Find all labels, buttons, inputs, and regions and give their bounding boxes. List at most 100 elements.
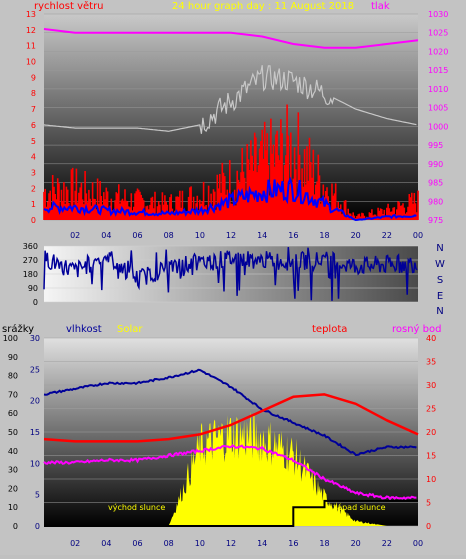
top-left-tick-label: 6	[31, 121, 36, 130]
direction-compass-label: S	[437, 275, 443, 286]
top-x-tick-label: 16	[288, 231, 298, 240]
rain-tick-label: 100	[3, 334, 18, 343]
temperature-tick-label: 0	[426, 522, 431, 531]
top-x-tick-label: 04	[101, 231, 111, 240]
top-left-tick-label: 13	[26, 10, 36, 19]
humidity-tick-label: 5	[35, 491, 40, 500]
wind-gray-line	[43, 65, 417, 134]
humidity-tick-label: 0	[35, 522, 40, 531]
top-left-tick-label: 2	[31, 184, 36, 193]
solar-area	[44, 411, 418, 526]
humidity-line	[43, 368, 417, 457]
bottom-x-tick-label: 22	[382, 539, 392, 548]
top-right-tick-label: 995	[428, 141, 443, 150]
top-right-tick-label: 990	[428, 160, 443, 169]
bottom-x-tick-label: 08	[164, 539, 174, 548]
top-left-tick-label: 4	[31, 153, 36, 162]
mid-left-tick-label: 90	[28, 284, 38, 293]
rain-tick-label: 60	[8, 409, 18, 418]
top-right-tick-label: 1010	[428, 85, 448, 94]
top-x-tick-label: 02	[70, 231, 80, 240]
mid-left-tick-label: 180	[23, 270, 38, 279]
top-right-tick-label: 980	[428, 197, 443, 206]
top-left-tick-label: 12	[26, 26, 36, 35]
rain-tick-label: 0	[13, 522, 18, 531]
sunset-label: západ slunce	[333, 503, 386, 512]
top-x-tick-label: 22	[382, 231, 392, 240]
bottom-x-tick-label: 20	[351, 539, 361, 548]
top-left-tick-label: 10	[26, 58, 36, 67]
pressure-line	[43, 28, 419, 49]
wind-direction-line	[43, 247, 418, 301]
top-x-tick-label: 10	[195, 231, 205, 240]
mid-left-tick-label: 270	[23, 256, 38, 265]
temperature-line	[43, 393, 419, 443]
top-right-tick-label: 1015	[428, 66, 448, 75]
dewpoint-line	[43, 444, 417, 501]
label-dewpoint: rosný bod	[392, 323, 441, 335]
humidity-tick-label: 20	[30, 397, 40, 406]
label-temperature: teplota	[312, 324, 347, 335]
direction-compass-label: W	[435, 259, 445, 270]
top-right-tick-label: 1000	[428, 122, 448, 131]
bottom-x-tick-label: 18	[319, 539, 329, 548]
mid-left-tick-label: 0	[33, 298, 38, 307]
mid-left-tick-label: 360	[23, 242, 38, 251]
top-left-tick-label: 8	[31, 89, 36, 98]
bottom-x-tick-label: 12	[226, 539, 236, 548]
direction-compass-label: N	[436, 306, 443, 317]
rain-tick-label: 80	[8, 372, 18, 381]
top-left-tick-label: 3	[31, 168, 36, 177]
rain-tick-label: 90	[8, 353, 18, 362]
rain-tick-label: 10	[8, 503, 18, 512]
bottom-x-tick-label: 04	[101, 539, 111, 548]
rain-tick-label: 20	[8, 484, 18, 493]
temperature-tick-label: 25	[426, 405, 436, 414]
top-left-tick-label: 11	[26, 42, 36, 51]
top-left-tick-label: 0	[31, 216, 36, 225]
top-x-tick-label: 06	[132, 231, 142, 240]
top-x-tick-label: 20	[351, 231, 361, 240]
rain-tick-label: 50	[8, 428, 18, 437]
left-axis-label-wind: rychlost větru	[34, 0, 104, 12]
rain-step-line	[44, 499, 418, 527]
top-x-tick-label: 18	[319, 231, 329, 240]
temperature-tick-label: 40	[426, 334, 436, 343]
top-left-tick-label: 5	[31, 137, 36, 146]
humidity-tick-label: 15	[30, 428, 40, 437]
rain-tick-label: 40	[8, 447, 18, 456]
temperature-tick-label: 35	[426, 358, 436, 367]
top-right-tick-label: 1020	[428, 47, 448, 56]
bottom-x-tick-label: 14	[257, 539, 267, 548]
top-left-tick-label: 7	[31, 105, 36, 114]
direction-compass-label: N	[436, 243, 443, 254]
temperature-tick-label: 5	[426, 499, 431, 508]
top-x-tick-label: 12	[226, 231, 236, 240]
top-right-tick-label: 1030	[428, 10, 448, 19]
rain-tick-label: 70	[8, 390, 18, 399]
chart-title: 24 hour graph day : 11 August 2018	[172, 1, 354, 12]
bottom-x-tick-label: 06	[132, 539, 142, 548]
temperature-tick-label: 15	[426, 452, 436, 461]
humidity-tick-label: 10	[30, 459, 40, 468]
top-right-tick-label: 985	[428, 179, 443, 188]
humidity-tick-label: 30	[30, 334, 40, 343]
rain-tick-label: 30	[8, 466, 18, 475]
top-x-tick-label: 00	[413, 231, 423, 240]
wind-average-line	[43, 176, 417, 222]
direction-compass-label: E	[437, 291, 443, 302]
sunrise-label: východ slunce	[108, 503, 165, 512]
temperature-tick-label: 10	[426, 475, 436, 484]
bottom-x-tick-label: 16	[288, 539, 298, 548]
top-right-tick-label: 1005	[428, 104, 448, 113]
right-axis-label-pressure: tlak	[371, 1, 390, 12]
top-left-tick-label: 9	[31, 73, 36, 82]
label-rain: srážky	[2, 323, 34, 335]
bottom-x-tick-label: 10	[195, 539, 205, 548]
temperature-tick-label: 20	[426, 428, 436, 437]
top-right-tick-label: 1025	[428, 29, 448, 38]
top-left-tick-label: 1	[31, 200, 36, 209]
bottom-x-tick-label: 02	[70, 539, 80, 548]
